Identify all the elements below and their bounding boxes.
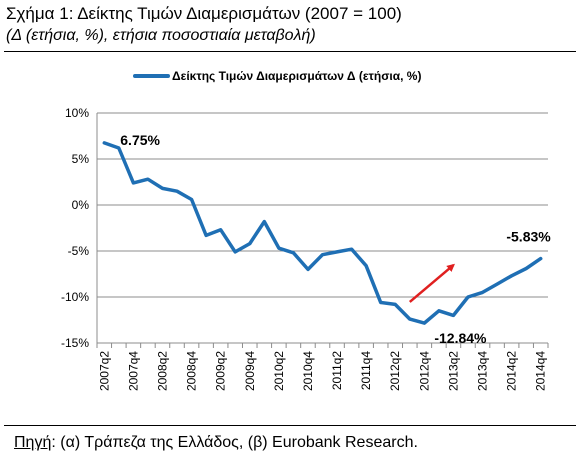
legend-label: Δείκτης Τιμών Διαμερισμάτων Δ (ετήσια, %… [172,69,421,83]
x-tick-label: 2009q2 [214,351,228,391]
y-tick-label: -5% [68,244,90,258]
x-tick-label: 2014q2 [505,351,519,391]
series-line [102,141,543,325]
annotation-first: 6.75% [120,132,160,148]
trend-arrow [408,263,455,303]
source-note: Πηγή: (α) Τράπεζα της Ελλάδος, (β) Eurob… [14,434,418,452]
x-tick-label: 2010q2 [272,351,286,391]
axes: 10% 5% 0% -5% -10% -15% 2007q2 2007q4 2008q2 2008… [61,106,549,391]
annotation-min: -12.84% [434,330,487,346]
source-label: Πηγή [14,434,52,451]
x-tick-label: 2012q2 [388,351,402,391]
x-tick-label: 2007q2 [97,351,111,391]
bottom-rule [4,425,576,426]
x-tick-label: 2008q2 [155,351,169,391]
x-tick-label: 2008q4 [185,351,199,391]
y-tick-label: 5% [72,152,90,166]
x-tick-label: 2014q4 [534,351,548,391]
x-tick-label: 2011q4 [359,351,373,390]
x-tick-label: 2010q4 [301,351,315,391]
grid [97,112,548,344]
x-tick-label: 2009q4 [243,351,257,391]
x-tick-label: 2011q2 [330,351,344,390]
y-tick-label: 10% [65,106,89,120]
x-tick-label: 2007q4 [126,351,140,391]
x-tick-label: 2013q4 [476,351,490,391]
series [102,141,543,325]
figure-subtitle: (Δ (ετήσια, %), ετήσια ποσοστιαία μεταβο… [6,27,316,44]
annotation-last: -5.83% [506,229,551,245]
y-tick-label: 0% [72,198,90,212]
y-tick-label: -15% [61,336,89,350]
annotations: 6.75% -12.84% -5.83% [120,132,551,346]
x-tick-label: 2012q4 [417,351,431,391]
y-tick-label: -10% [61,290,89,304]
legend: Δείκτης Τιμών Διαμερισμάτων Δ (ετήσια, %… [133,69,421,83]
top-rule [4,51,576,52]
figure-title: Σχήμα 1: Δείκτης Τιμών Διαμερισμάτων (20… [6,4,402,23]
source-text: : (α) Τράπεζα της Ελλάδος, (β) Eurobank … [51,434,418,451]
x-tick-label: 2013q2 [446,351,460,391]
